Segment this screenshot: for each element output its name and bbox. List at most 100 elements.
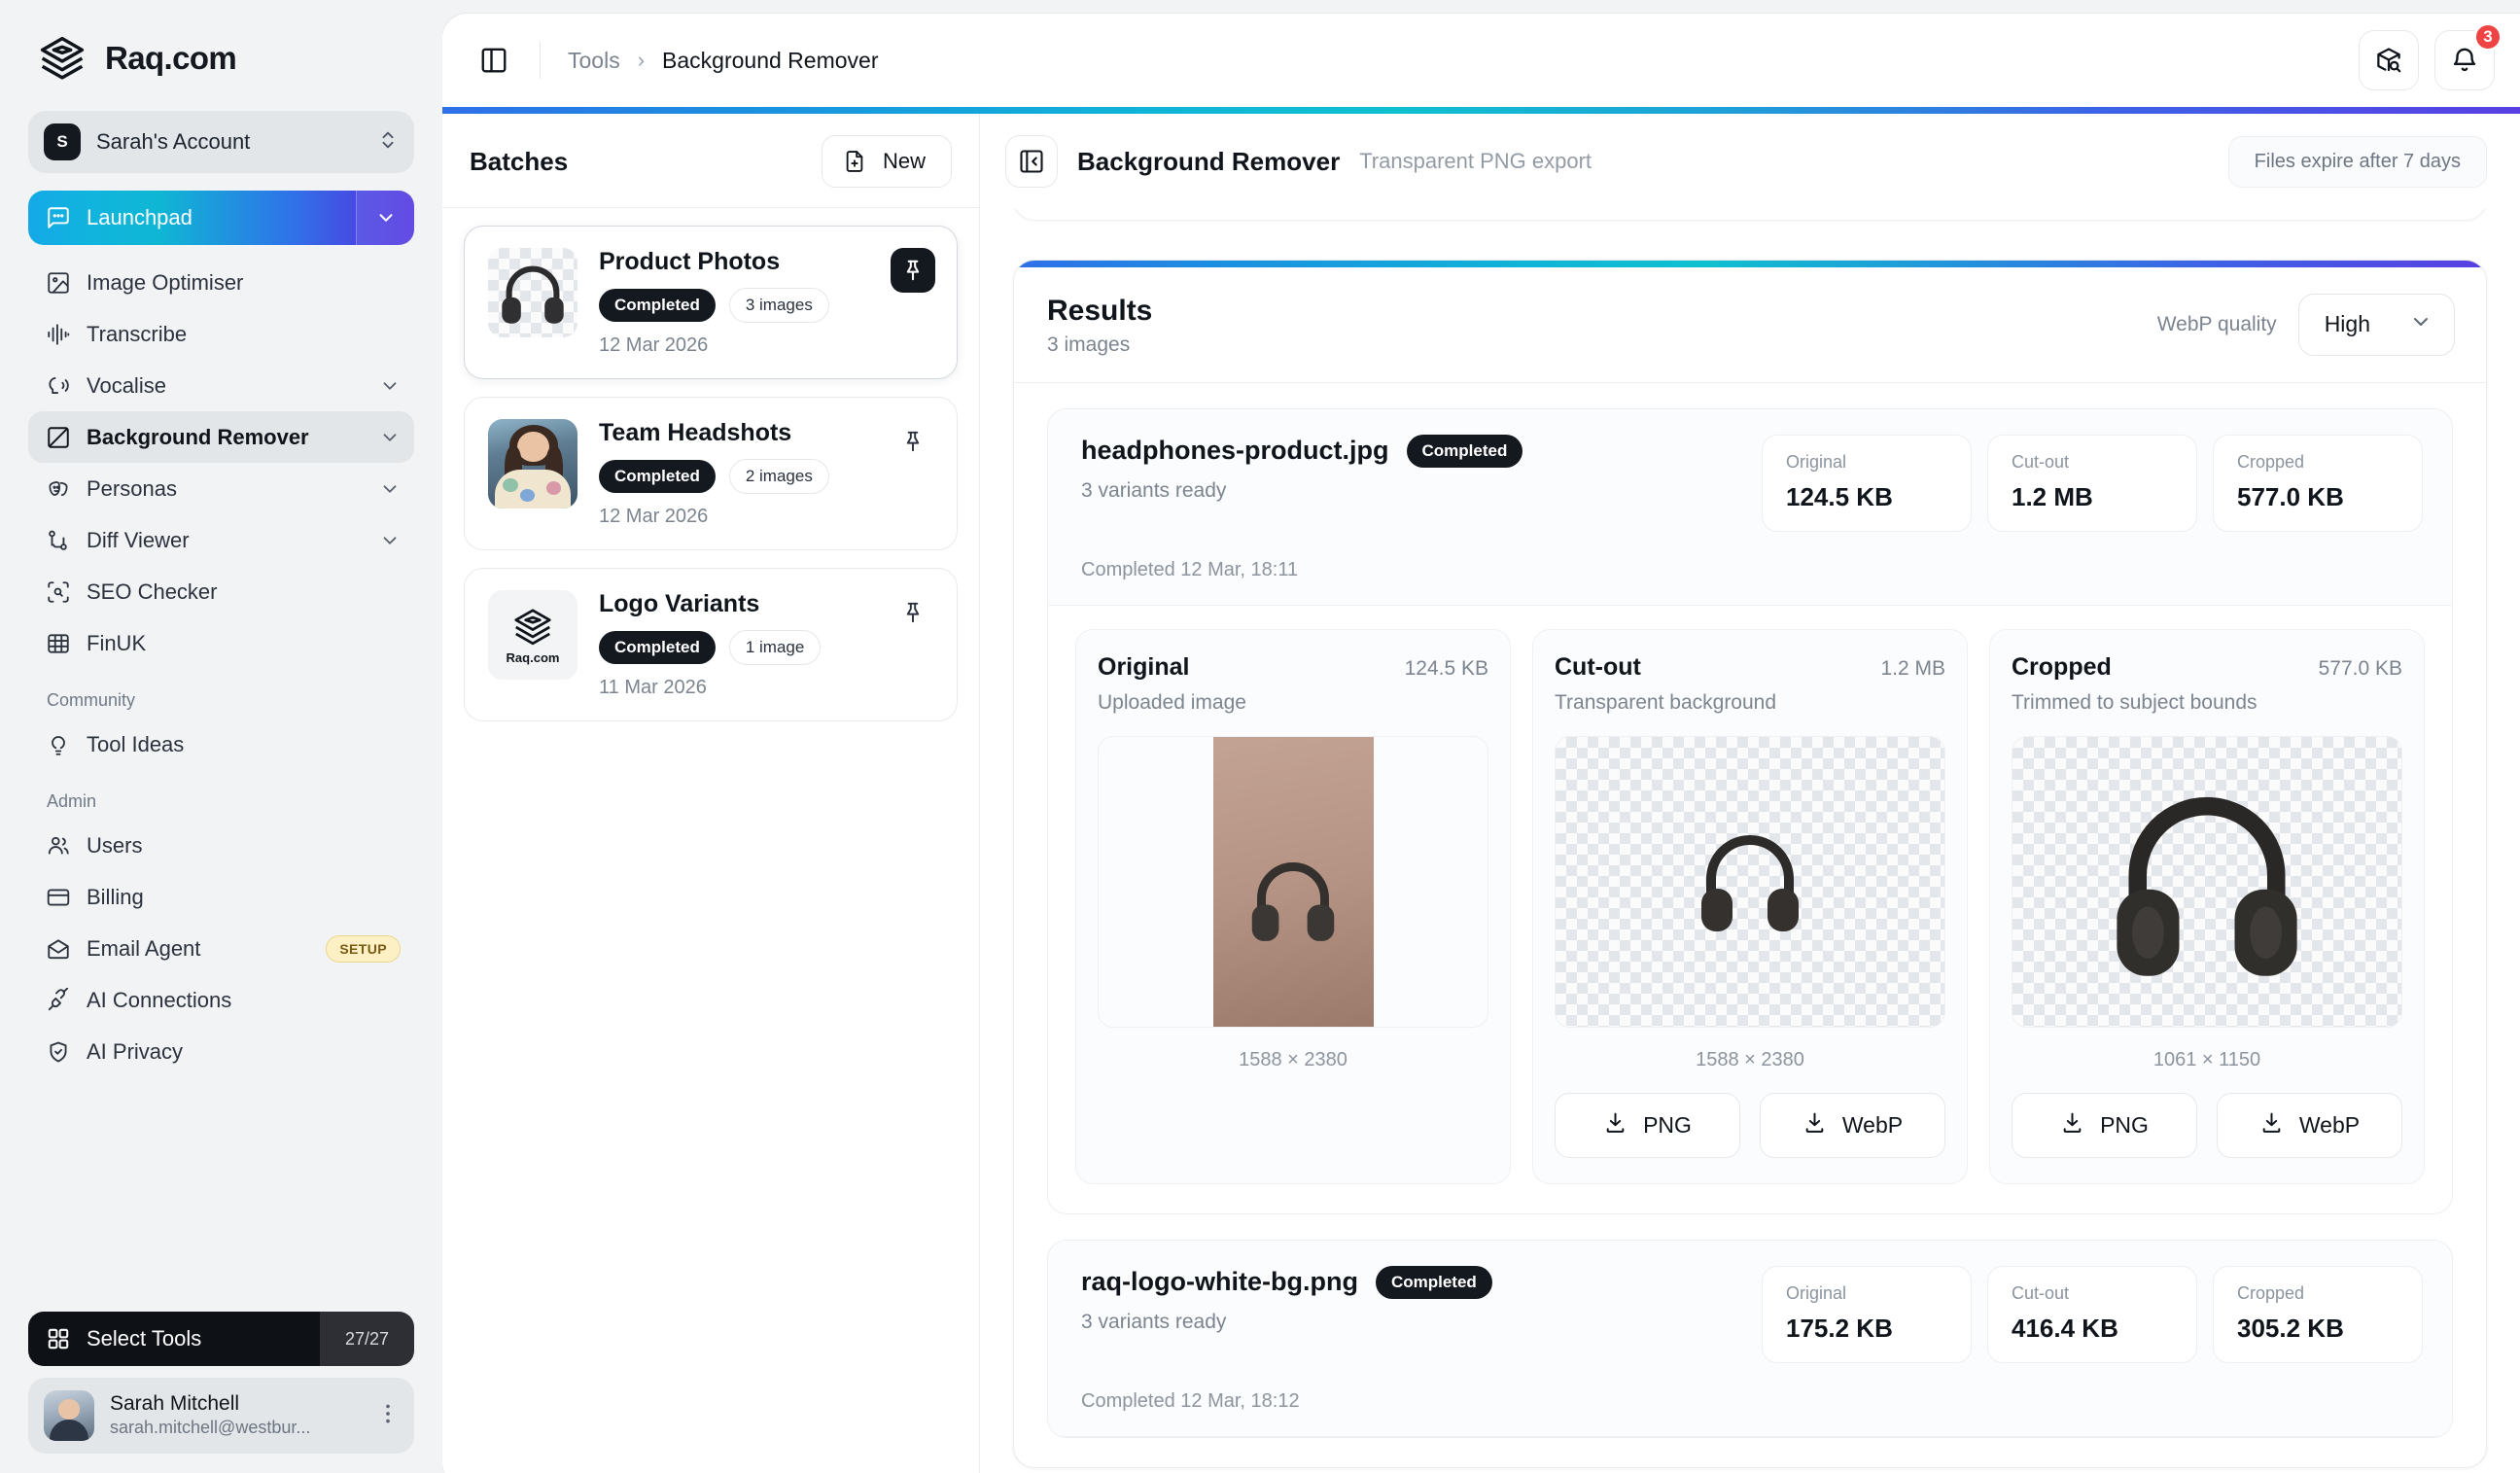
- image-off-icon: [46, 425, 71, 450]
- result-filename: raq-logo-white-bg.png: [1081, 1267, 1358, 1296]
- result-filename: headphones-product.jpg: [1081, 436, 1389, 465]
- select-tools-label: Select Tools: [87, 1326, 202, 1350]
- package-search-icon[interactable]: [2359, 30, 2419, 90]
- sidebar-item-ai-connections[interactable]: AI Connections: [28, 974, 414, 1026]
- sidebar-item-personas[interactable]: Personas: [28, 463, 414, 514]
- pin-icon[interactable]: [891, 419, 935, 464]
- breadcrumb-parent[interactable]: Tools: [568, 47, 620, 73]
- webp-quality-label: WebP quality: [2156, 312, 2277, 335]
- pin-icon[interactable]: [891, 248, 935, 293]
- batch-list: Product Photos Completed 3 images 12 Mar…: [442, 208, 979, 739]
- download-png-button[interactable]: PNG: [2012, 1092, 2197, 1158]
- webp-quality-select[interactable]: High: [2297, 293, 2455, 356]
- new-batch-button[interactable]: New: [821, 135, 952, 188]
- sidebar-item-diff-viewer[interactable]: Diff Viewer: [28, 514, 414, 566]
- results-scroll-area[interactable]: Results 3 images WebP quality High: [980, 209, 2520, 1473]
- result-identity: headphones-product.jpg Completed 3 varia…: [1081, 434, 1762, 503]
- panel-left-close-icon[interactable]: [1005, 135, 1058, 188]
- variant-preview-original[interactable]: [1098, 735, 1488, 1028]
- batch-card-logo-variants[interactable]: Raq.com Logo Variants Completed 1 image …: [464, 568, 958, 721]
- variant-description: Transparent background: [1555, 690, 1777, 714]
- sidebar-item-launchpad[interactable]: Launchpad: [28, 191, 414, 245]
- stat-label: Cut-out: [2012, 451, 2070, 472]
- original-photo: [1212, 736, 1374, 1027]
- stat-value: 305.2 KB: [2237, 1313, 2344, 1343]
- select-tools-main[interactable]: Select Tools: [28, 1326, 320, 1351]
- more-vertical-icon[interactable]: [375, 1401, 401, 1430]
- launchpad-main[interactable]: Launchpad: [28, 191, 340, 245]
- brand[interactable]: Raq.com: [23, 0, 419, 109]
- batch-name: Team Headshots: [599, 419, 792, 446]
- stat-value: 577.0 KB: [2237, 481, 2344, 511]
- stat-cropped: Cropped 577.0 KB: [2213, 434, 2423, 532]
- panel-left-icon[interactable]: [475, 42, 512, 79]
- sidebar-item-image-optimiser[interactable]: Image Optimiser: [28, 257, 414, 308]
- sidebar-item-ai-privacy[interactable]: AI Privacy: [28, 1026, 414, 1077]
- speech-icon: [46, 373, 71, 399]
- chevron-down-icon: [379, 530, 401, 551]
- sidebar-item-finuk[interactable]: FinUK: [28, 617, 414, 669]
- sidebar-item-users[interactable]: Users: [28, 820, 414, 871]
- download-webp-button[interactable]: WebP: [1760, 1092, 1945, 1158]
- sidebar-item-email-agent[interactable]: Email Agent SETUP: [28, 923, 414, 974]
- credit-card-icon: [46, 885, 71, 910]
- sidebar-item-vocalise[interactable]: Vocalise: [28, 360, 414, 411]
- sidebar-item-seo-checker[interactable]: SEO Checker: [28, 566, 414, 617]
- variant-original: Original 124.5 KB Uploaded image: [1075, 628, 1511, 1184]
- result-header: raq-logo-white-bg.png Completed 3 varian…: [1048, 1240, 2452, 1437]
- grid-2x2-icon: [46, 1326, 71, 1351]
- stat-cutout: Cut-out 416.4 KB: [1987, 1265, 2197, 1363]
- account-switcher[interactable]: S Sarah's Account: [28, 111, 414, 173]
- batch-name: Product Photos: [599, 248, 781, 275]
- variant-grid: Original 124.5 KB Uploaded image: [1048, 606, 2452, 1213]
- sidebar-item-tool-ideas[interactable]: Tool Ideas: [28, 719, 414, 770]
- content-header: Background Remover Transparent PNG expor…: [980, 114, 2520, 209]
- select-tools-button[interactable]: Select Tools 27/27: [28, 1312, 414, 1366]
- lightbulb-icon: [46, 732, 71, 757]
- table-grid-icon: [46, 631, 71, 656]
- launchpad-expand-button[interactable]: [356, 191, 414, 245]
- user-profile-card[interactable]: Sarah Mitchell sarah.mitchell@westbur...: [28, 1378, 414, 1454]
- batch-info: Product Photos Completed 3 images 12 Mar…: [599, 248, 869, 357]
- pin-icon[interactable]: [891, 590, 935, 635]
- variant-description: Trimmed to subject bounds: [2012, 690, 2258, 714]
- sidebar-item-label: FinUK: [87, 630, 147, 655]
- accent-gradient-bar: [442, 107, 2520, 114]
- download-row: PNG WebP: [1555, 1092, 1945, 1158]
- download-png-button[interactable]: PNG: [1555, 1092, 1740, 1158]
- batch-card-product-photos[interactable]: Product Photos Completed 3 images 12 Mar…: [464, 226, 958, 379]
- plug-icon: [46, 987, 71, 1013]
- batch-info: Logo Variants Completed 1 image 11 Mar 2…: [599, 590, 869, 699]
- sidebar-item-label: Transcribe: [87, 321, 188, 346]
- breadcrumb-current: Background Remover: [662, 47, 879, 73]
- sidebar-item-transcribe[interactable]: Transcribe: [28, 308, 414, 360]
- bell-icon[interactable]: 3: [2434, 22, 2502, 90]
- variant-preview-cropped[interactable]: [2012, 735, 2402, 1028]
- variants-ready-label: 3 variants ready: [1081, 478, 1227, 502]
- brand-name: Raq.com: [105, 40, 237, 76]
- download-icon: [1802, 1110, 1827, 1140]
- result-name-row: headphones-product.jpg Completed: [1081, 434, 1762, 468]
- download-webp-button[interactable]: WebP: [2217, 1092, 2402, 1158]
- variant-size: 1.2 MB: [1880, 656, 1945, 680]
- result-identity: raq-logo-white-bg.png Completed 3 varian…: [1081, 1265, 1762, 1334]
- thumb-logo-label: Raq.com: [506, 649, 560, 665]
- batch-card-team-headshots[interactable]: Team Headshots Completed 2 images 12 Mar…: [464, 397, 958, 550]
- download-png-label: PNG: [1643, 1111, 1692, 1138]
- checkerboard: [1556, 736, 1944, 1027]
- stat-value: 124.5 KB: [1786, 481, 1893, 511]
- sidebar: Raq.com S Sarah's Account Launchpad: [0, 0, 442, 1473]
- variant-header: Cut-out 1.2 MB: [1555, 653, 1945, 682]
- sidebar-item-label: Users: [87, 832, 143, 858]
- download-icon: [2060, 1110, 2084, 1140]
- body-split: Batches New: [442, 114, 2520, 1473]
- sidebar-item-background-remover[interactable]: Background Remover: [28, 411, 414, 463]
- chevron-down-icon: [2409, 310, 2432, 339]
- download-png-label: PNG: [2100, 1111, 2149, 1138]
- variant-dimensions: 1061 × 1150: [2152, 1048, 2261, 1070]
- variant-preview-cutout[interactable]: [1555, 735, 1945, 1028]
- sidebar-item-billing[interactable]: Billing: [28, 871, 414, 923]
- sidebar-item-label: Background Remover: [87, 424, 309, 449]
- layers-icon: [37, 33, 88, 84]
- users-icon: [46, 833, 71, 859]
